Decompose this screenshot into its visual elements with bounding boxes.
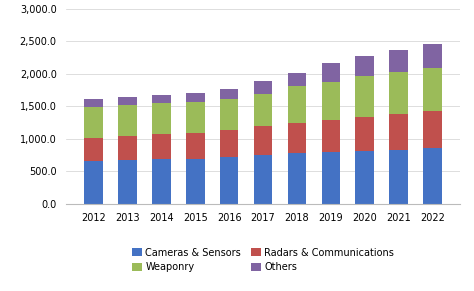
Bar (321, 152, 340, 204)
Bar (254, 126, 273, 155)
Bar (152, 159, 171, 204)
Bar (84, 162, 103, 204)
Bar (356, 56, 374, 76)
Bar (288, 123, 306, 153)
Bar (220, 130, 238, 157)
Bar (288, 86, 306, 123)
Bar (389, 72, 408, 114)
Bar (321, 120, 340, 152)
Bar (152, 95, 171, 103)
Bar (118, 97, 137, 104)
Bar (186, 93, 205, 102)
Bar (220, 157, 238, 204)
Bar (389, 150, 408, 204)
Bar (423, 111, 442, 148)
Bar (220, 100, 238, 130)
Bar (84, 107, 103, 139)
Bar (186, 102, 205, 133)
Bar (423, 68, 442, 111)
Bar (288, 73, 306, 86)
Bar (254, 155, 273, 204)
Bar (186, 159, 205, 204)
Bar (118, 160, 137, 204)
Bar (254, 93, 273, 126)
Bar (321, 63, 340, 82)
Bar (356, 151, 374, 204)
Legend: Cameras & Sensors, Weaponry, Radars & Communications, Others: Cameras & Sensors, Weaponry, Radars & Co… (128, 244, 398, 276)
Bar (186, 133, 205, 159)
Bar (423, 148, 442, 204)
Bar (118, 136, 137, 160)
Bar (356, 76, 374, 117)
Bar (254, 81, 273, 93)
Bar (84, 139, 103, 162)
Bar (220, 89, 238, 100)
Bar (356, 117, 374, 151)
Bar (389, 50, 408, 72)
Bar (152, 103, 171, 134)
Bar (389, 114, 408, 150)
Bar (321, 82, 340, 120)
Bar (152, 134, 171, 159)
Bar (288, 153, 306, 204)
Bar (423, 44, 442, 68)
Bar (118, 104, 137, 136)
Bar (84, 99, 103, 107)
